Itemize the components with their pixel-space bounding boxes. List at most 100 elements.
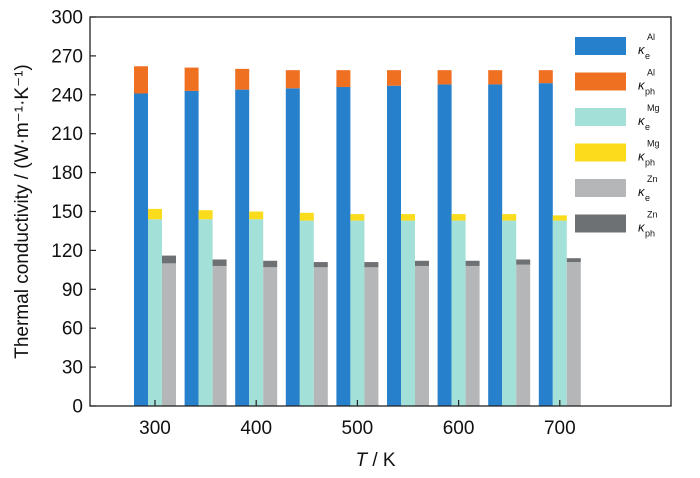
x-axis-title: T / K bbox=[355, 450, 395, 471]
bar-zn-ph-700 bbox=[566, 258, 581, 263]
bar-mg-e-650 bbox=[502, 220, 517, 406]
bar-al-e-650 bbox=[488, 84, 503, 407]
bar-zn-ph-450 bbox=[313, 262, 328, 268]
x-tick-label-500: 500 bbox=[342, 418, 374, 439]
bar-mg-ph-550 bbox=[401, 214, 415, 221]
bar-zn-ph-300 bbox=[162, 255, 176, 264]
bar-al-ph-550 bbox=[387, 70, 401, 86]
bar-zn-e-650 bbox=[516, 264, 531, 406]
legend-swatch-al-ph bbox=[575, 72, 626, 91]
bar-mg-e-500 bbox=[350, 220, 365, 406]
y-tick-label-90: 90 bbox=[62, 280, 83, 301]
y-tick-label-240: 240 bbox=[51, 85, 83, 106]
legend-subscript-zn-e: e bbox=[645, 193, 650, 203]
x-tick-label-300: 300 bbox=[139, 418, 171, 439]
bar-al-ph-300 bbox=[134, 66, 148, 94]
bar-al-e-300 bbox=[134, 93, 148, 406]
y-tick-label-210: 210 bbox=[51, 124, 83, 145]
legend-superscript-zn-e: Zn bbox=[647, 174, 658, 184]
bar-al-ph-650 bbox=[488, 70, 503, 85]
legend-superscript-al-ph: Al bbox=[647, 68, 655, 78]
legend-superscript-mg-e: Mg bbox=[647, 103, 660, 113]
bar-zn-ph-350 bbox=[212, 259, 227, 266]
bar-mg-ph-400 bbox=[249, 211, 264, 220]
bar-mg-ph-600 bbox=[451, 214, 466, 221]
x-tick-label-700: 700 bbox=[544, 418, 576, 439]
bar-al-e-350 bbox=[184, 90, 199, 406]
legend-label-al-ph: κ bbox=[638, 78, 646, 93]
bar-mg-ph-650 bbox=[502, 214, 517, 221]
bar-zn-e-600 bbox=[465, 265, 480, 406]
bar-zn-e-700 bbox=[566, 262, 581, 406]
x-tick-label-400: 400 bbox=[240, 418, 272, 439]
bar-zn-e-500 bbox=[364, 267, 379, 406]
bar-al-e-400 bbox=[235, 89, 250, 407]
y-tick-label-0: 0 bbox=[72, 397, 83, 418]
bar-zn-ph-500 bbox=[364, 262, 379, 268]
bar-zn-e-300 bbox=[162, 263, 176, 406]
legend-swatch-mg-e bbox=[575, 108, 626, 126]
legend-subscript-mg-ph: ph bbox=[645, 158, 655, 168]
legend-label-zn-ph: κ bbox=[638, 220, 646, 235]
bar-mg-ph-300 bbox=[148, 208, 162, 220]
y-tick-label-180: 180 bbox=[51, 163, 83, 184]
legend-swatch-al-e bbox=[575, 37, 626, 55]
bar-al-e-600 bbox=[437, 84, 452, 407]
bar-al-e-500 bbox=[336, 87, 351, 407]
bar-zn-e-450 bbox=[313, 267, 328, 406]
y-tick-label-120: 120 bbox=[51, 241, 83, 262]
y-tick-label-60: 60 bbox=[62, 319, 83, 340]
legend-label-mg-ph: κ bbox=[638, 149, 646, 164]
legend-superscript-al-e: Al bbox=[647, 32, 655, 42]
bar-al-ph-450 bbox=[285, 70, 300, 89]
bar-zn-ph-400 bbox=[263, 260, 278, 268]
legend-subscript-al-e: e bbox=[645, 51, 650, 61]
bar-mg-ph-500 bbox=[350, 214, 365, 221]
bar-mg-ph-700 bbox=[552, 215, 567, 221]
legend-swatch-mg-ph bbox=[575, 143, 626, 162]
bar-mg-e-550 bbox=[401, 220, 415, 406]
bar-zn-e-400 bbox=[263, 267, 278, 406]
bar-mg-e-400 bbox=[249, 219, 264, 406]
bar-al-ph-500 bbox=[336, 70, 351, 88]
bar-zn-e-350 bbox=[212, 265, 227, 406]
bar-mg-e-600 bbox=[451, 220, 466, 406]
bar-al-e-550 bbox=[387, 85, 401, 406]
legend-subscript-zn-ph: ph bbox=[645, 229, 655, 239]
axes-layer: 0 30 60 90 120 150 180 210 240 270 300 300 400 500 600… bbox=[51, 8, 672, 439]
y-tick-label-300: 300 bbox=[51, 8, 83, 29]
legend-swatch-zn-ph bbox=[575, 214, 626, 233]
y-tick-label-270: 270 bbox=[51, 46, 83, 67]
legend-label-zn-e: κ bbox=[638, 184, 646, 199]
bar-al-ph-700 bbox=[538, 70, 553, 84]
y-tick-label-30: 30 bbox=[62, 358, 83, 379]
y-tick-label-150: 150 bbox=[51, 202, 83, 223]
legend-swatch-zn-e bbox=[575, 179, 626, 197]
bar-mg-e-450 bbox=[299, 220, 314, 406]
bar-zn-e-550 bbox=[415, 265, 429, 406]
legend-subscript-al-ph: ph bbox=[645, 87, 655, 97]
bar-mg-ph-450 bbox=[299, 212, 314, 221]
legend-subscript-mg-e: e bbox=[645, 122, 650, 132]
bar-al-ph-400 bbox=[235, 68, 250, 90]
bar-zn-ph-600 bbox=[465, 260, 480, 266]
bar-al-e-700 bbox=[538, 83, 553, 406]
legend-superscript-zn-ph: Zn bbox=[647, 210, 658, 220]
bar-al-e-450 bbox=[285, 88, 300, 406]
bar-zn-ph-650 bbox=[516, 259, 531, 265]
legend-superscript-mg-ph: Mg bbox=[647, 139, 660, 149]
y-axis-title: Thermal conductivity / (W·m⁻¹·K⁻¹) bbox=[12, 64, 33, 359]
bar-mg-ph-350 bbox=[198, 210, 213, 220]
bar-mg-e-700 bbox=[552, 220, 567, 406]
x-tick-label-600: 600 bbox=[443, 418, 475, 439]
legend-label-mg-e: κ bbox=[638, 113, 646, 128]
bar-mg-e-300 bbox=[148, 219, 162, 406]
bar-zn-ph-550 bbox=[415, 260, 429, 266]
bar-al-ph-350 bbox=[184, 67, 199, 91]
x-axis-title-symbol: T bbox=[355, 450, 368, 471]
x-axis-title-unit: / K bbox=[367, 450, 396, 471]
bar-mg-e-350 bbox=[198, 219, 213, 406]
bar-al-ph-600 bbox=[437, 70, 452, 85]
